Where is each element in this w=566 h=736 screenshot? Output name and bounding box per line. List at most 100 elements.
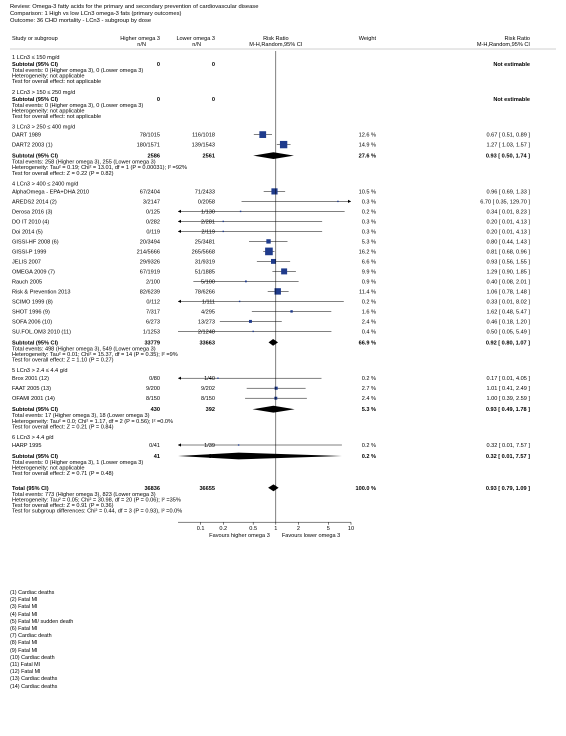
higher-events: 29/9326 bbox=[140, 259, 160, 265]
study-ci: 0.17 [ 0.01, 4.05 ] bbox=[486, 376, 530, 382]
subgroup-note: Test for overall effect: Z = 0.71 (P = 0… bbox=[12, 471, 114, 477]
study-point bbox=[222, 230, 224, 233]
higher-events: 9/200 bbox=[146, 386, 160, 392]
footnote: (13) Cardiac deaths bbox=[10, 676, 58, 683]
subgroup-title: 1 LCn3 ≤ 150 mg/d bbox=[12, 55, 60, 61]
study-point bbox=[239, 210, 242, 213]
study-label: DO IT 2010 (4) bbox=[12, 219, 49, 225]
subgroup-note: Total events: 17 (Higher omega 3), 18 (L… bbox=[12, 413, 150, 419]
total-diamond bbox=[268, 484, 279, 492]
higher-total: 0 bbox=[157, 97, 160, 103]
study-label: Brox 2001 (12) bbox=[12, 376, 49, 382]
study-ci: 0.93 [ 0.56, 1.55 ] bbox=[486, 259, 530, 265]
lower-events: 1/111 bbox=[202, 299, 215, 305]
subtotal-ci: Not estimable bbox=[493, 62, 530, 68]
subtotal-weight: 5.3 % bbox=[362, 407, 376, 413]
study-weight: 16.2 % bbox=[359, 249, 376, 255]
footnotes: (1) Cardiac deaths (2) Fatal MI (3) Fata… bbox=[10, 590, 73, 691]
study-weight: 5.3 % bbox=[362, 239, 376, 245]
col-header-weight: Weight bbox=[359, 36, 377, 42]
lower-events: 78/6266 bbox=[195, 289, 215, 295]
higher-events: 67/1919 bbox=[140, 269, 160, 275]
subgroup-note: Heterogeneity: not applicable bbox=[12, 74, 84, 80]
favours-left-label: Favours higher omega 3 bbox=[209, 533, 270, 539]
lower-events: 51/1885 bbox=[195, 269, 215, 275]
footnote: (11) Fatal MI bbox=[10, 662, 41, 669]
x-tick-label: 10 bbox=[348, 526, 354, 532]
study-weight: 12.6 % bbox=[359, 133, 376, 139]
comparison-line: Comparison: 1 High vs low LCn3 omega-3 f… bbox=[10, 11, 182, 17]
study-point bbox=[217, 377, 219, 379]
total-note: Total events: 773 (Higher omega 3), 823 … bbox=[12, 492, 156, 498]
col-header-ci-method: M-H,Random,95% CI bbox=[477, 42, 531, 48]
higher-events: 6/273 bbox=[146, 319, 160, 325]
study-point bbox=[271, 188, 278, 195]
subgroup-note: Total events: 498 (Higher omega 3), 549 … bbox=[12, 346, 156, 352]
ci-arrow-left bbox=[178, 209, 181, 213]
study-weight: 0.4 % bbox=[362, 329, 376, 335]
study-point bbox=[237, 444, 240, 446]
study-label: DART2 2003 (1) bbox=[12, 143, 53, 149]
study-weight: 0.2 % bbox=[362, 209, 376, 215]
lower-events: 1/40 bbox=[204, 376, 215, 382]
study-weight: 1.6 % bbox=[362, 309, 376, 315]
lower-events: 25/3481 bbox=[195, 239, 215, 245]
subgroup-title: 4 LCn3 > 400 ≤ 2400 mg/d bbox=[12, 181, 78, 187]
footnote: (6) Fatal MI bbox=[10, 626, 38, 633]
study-ci: 0.80 [ 0.44, 1.43 ] bbox=[486, 239, 530, 245]
higher-events: 0/112 bbox=[146, 299, 160, 305]
subtotal-diamond bbox=[178, 452, 342, 460]
study-point bbox=[271, 258, 276, 264]
subgroup-note: Total events: 258 (Higher omega 3), 255 … bbox=[12, 160, 156, 166]
total-note: Test for subgroup differences: Chi² = 0.… bbox=[12, 509, 182, 515]
study-ci: 0.33 [ 0.01, 8.02 ] bbox=[486, 299, 530, 305]
study-weight: 10.5 % bbox=[359, 189, 376, 195]
study-weight: 2.4 % bbox=[362, 396, 376, 402]
col-header-study: Study or subgroup bbox=[12, 36, 58, 42]
lower-total: 2561 bbox=[203, 154, 215, 160]
lower-events: 9/202 bbox=[201, 386, 215, 392]
subgroup-title: 6 LCn3 > 4.4 g/d bbox=[12, 435, 54, 441]
higher-events: 0/41 bbox=[149, 443, 160, 449]
higher-total: 41 bbox=[154, 454, 160, 460]
lower-events: 4/295 bbox=[201, 309, 215, 315]
study-point bbox=[248, 319, 252, 323]
study-weight: 11.4 % bbox=[359, 289, 376, 295]
lower-events: 2/1248 bbox=[198, 329, 215, 335]
footnote: (10) Cardiac death bbox=[10, 654, 55, 661]
ci-arrow-left bbox=[178, 219, 181, 223]
subtotal-weight: 0.2 % bbox=[362, 454, 376, 460]
subgroup-note: Total events: 0 (Higher omega 3), 0 (Low… bbox=[12, 103, 143, 109]
study-label: OFAMI 2001 (14) bbox=[12, 396, 55, 402]
ci-arrow-left bbox=[178, 376, 181, 380]
subtotal-label: Subtotal (95% CI) bbox=[12, 407, 58, 413]
study-label: Risk & Prevention 2013 bbox=[12, 289, 70, 295]
study-point bbox=[290, 310, 293, 313]
study-point bbox=[238, 300, 241, 303]
lower-events: 31/9319 bbox=[195, 259, 215, 265]
higher-events: 0/80 bbox=[149, 376, 160, 382]
subtotal-ci: 0.93 [ 0.50, 1.74 ] bbox=[486, 154, 530, 160]
lower-events: 2/281 bbox=[201, 219, 215, 225]
report-header: Review: Omega-3 fatty acids for the prim… bbox=[10, 4, 258, 25]
col-header-higher: Higher omega 3 bbox=[120, 36, 160, 42]
subgroup-note: Heterogeneity: not applicable bbox=[12, 108, 84, 114]
higher-total: 2586 bbox=[148, 154, 160, 160]
study-weight: 0.3 % bbox=[362, 199, 376, 205]
ci-arrow-right bbox=[348, 199, 351, 203]
subtotal-label: Subtotal (95% CI) bbox=[12, 62, 58, 68]
higher-total: 33779 bbox=[144, 340, 160, 346]
study-ci: 1.00 [ 0.39, 2.59 ] bbox=[486, 396, 530, 402]
higher-events: 7/317 bbox=[146, 309, 160, 315]
subtotal-diamond bbox=[268, 339, 279, 346]
study-label: DART 1989 bbox=[12, 133, 41, 139]
subtotal-label: Subtotal (95% CI) bbox=[12, 97, 58, 103]
study-label: Doi 2014 (5) bbox=[12, 229, 43, 235]
study-label: FAAT 2005 (13) bbox=[12, 386, 51, 392]
x-tick-label: 0.5 bbox=[249, 526, 257, 532]
study-weight: 0.2 % bbox=[362, 443, 376, 449]
study-ci: 1.62 [ 0.48, 5.47 ] bbox=[486, 309, 530, 315]
x-tick-label: 2 bbox=[297, 526, 300, 532]
higher-events: 0/119 bbox=[146, 229, 160, 235]
study-weight: 0.2 % bbox=[362, 376, 376, 382]
